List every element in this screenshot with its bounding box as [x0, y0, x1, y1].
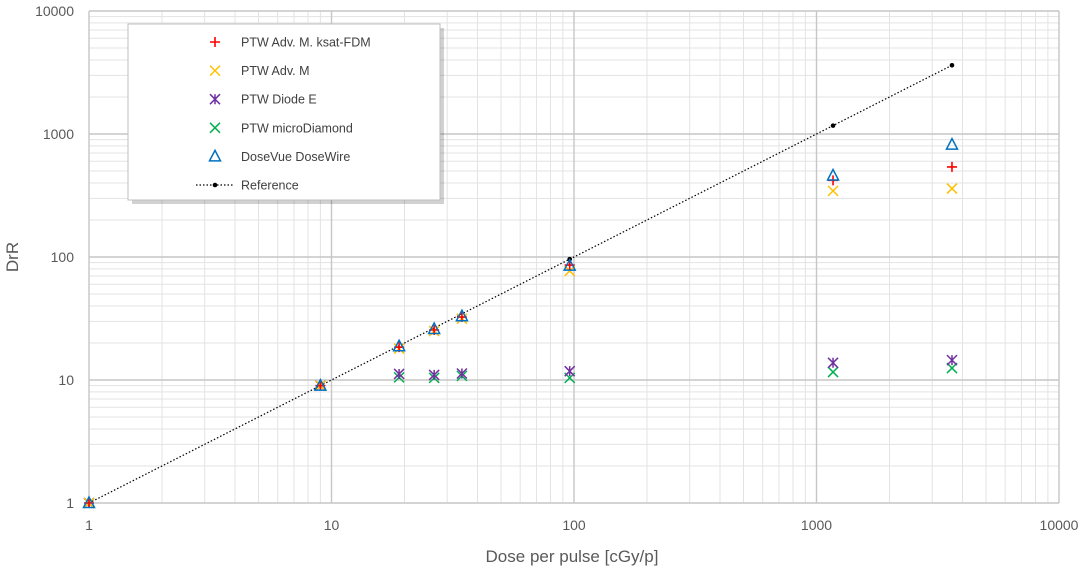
legend-label: PTW microDiamond — [241, 121, 353, 135]
data-point — [946, 183, 958, 195]
data-point — [945, 136, 959, 150]
legend-item: PTW microDiamond — [209, 121, 353, 135]
data-point — [946, 161, 957, 172]
legend-label: DoseVue DoseWire — [241, 150, 350, 164]
x-tick-label: 10 — [324, 517, 340, 533]
legend-marker — [209, 65, 221, 77]
legend-item: Reference — [196, 179, 299, 193]
data-point — [946, 362, 958, 374]
data-point — [562, 258, 577, 271]
legend-box — [127, 23, 441, 201]
legend-label: PTW Diode E — [241, 93, 317, 107]
data-point — [313, 378, 328, 391]
data-point — [393, 368, 405, 380]
legend-label: PTW Adv. M. ksat-FDM — [241, 36, 371, 50]
data-point — [455, 308, 469, 322]
legend-item: DoseVue DoseWire — [208, 148, 350, 164]
data-point — [827, 185, 839, 197]
legend-item: PTW Adv. M — [209, 64, 310, 78]
data-point — [82, 495, 96, 509]
data-point — [949, 62, 955, 68]
y-axis-label: DrR — [3, 242, 22, 272]
data-point — [392, 338, 406, 352]
y-tick-label: 10000 — [35, 3, 74, 19]
data-point — [456, 367, 468, 380]
legend-item: PTW Adv. M. ksat-FDM — [210, 36, 371, 50]
x-tick-label: 100 — [562, 517, 586, 533]
axis-ticks: 1 10 100 1000 10000 1 10 100 1000 10000 — [35, 3, 1079, 533]
data-point — [946, 354, 958, 366]
x-tick-label: 1 — [85, 517, 93, 533]
series-dosevue-dosewire — [82, 136, 959, 509]
data-series — [82, 62, 959, 509]
data-point — [826, 167, 840, 181]
data-point — [827, 366, 839, 378]
y-tick-label: 10 — [58, 372, 74, 388]
legend-item: PTW Diode E — [209, 93, 317, 107]
data-point — [427, 321, 441, 335]
data-point — [564, 365, 576, 377]
legend-label: PTW Adv. M — [241, 64, 310, 78]
legend: PTW Adv. M. ksat-FDM PTW Adv. M PTW Diode … — [127, 23, 444, 204]
legend-marker — [208, 148, 222, 162]
data-point — [827, 357, 839, 369]
y-tick-label: 100 — [51, 249, 75, 265]
x-tick-label: 1000 — [801, 517, 832, 533]
legend-marker — [212, 182, 218, 188]
data-point — [428, 369, 440, 381]
y-tick-label: 1 — [66, 495, 74, 511]
x-axis-label: Dose per pulse [cGy/p] — [486, 547, 659, 566]
legend-label: Reference — [241, 179, 299, 193]
y-tick-label: 1000 — [43, 126, 74, 142]
data-point — [830, 123, 836, 128]
legend-marker — [210, 37, 220, 47]
x-tick-label: 10000 — [1040, 517, 1079, 533]
legend-marker — [209, 122, 221, 134]
legend-marker — [209, 93, 221, 105]
